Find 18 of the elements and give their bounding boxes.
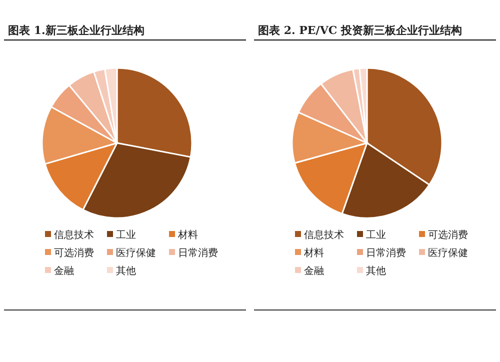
legend-label: 材料: [303, 247, 324, 259]
legend-label: 工业: [366, 229, 386, 241]
legend-label: 其他: [366, 265, 386, 277]
legend-label: 日常消费: [366, 247, 406, 259]
legend-label: 工业: [116, 229, 136, 241]
legend-label: 可选消费: [428, 229, 468, 241]
legend-label: 信息技术: [304, 229, 344, 241]
legend-label: 信息技术: [54, 229, 94, 241]
legend-label: 日常消费: [178, 247, 218, 259]
legend-label: 金融: [54, 265, 74, 277]
chart-title: 图表 2. PE/VC 投资新三板企业行业结构: [258, 24, 462, 37]
legend-label: 医疗保健: [116, 247, 156, 259]
legend-label: 医疗保健: [428, 247, 468, 259]
legend-label: 可选消费: [54, 247, 94, 259]
chart-title: 图表 1.新三板企业行业结构: [8, 24, 144, 37]
legend-label: 其他: [116, 265, 136, 277]
legend-label: 材料: [177, 229, 198, 241]
legend-label: 金融: [304, 265, 324, 277]
